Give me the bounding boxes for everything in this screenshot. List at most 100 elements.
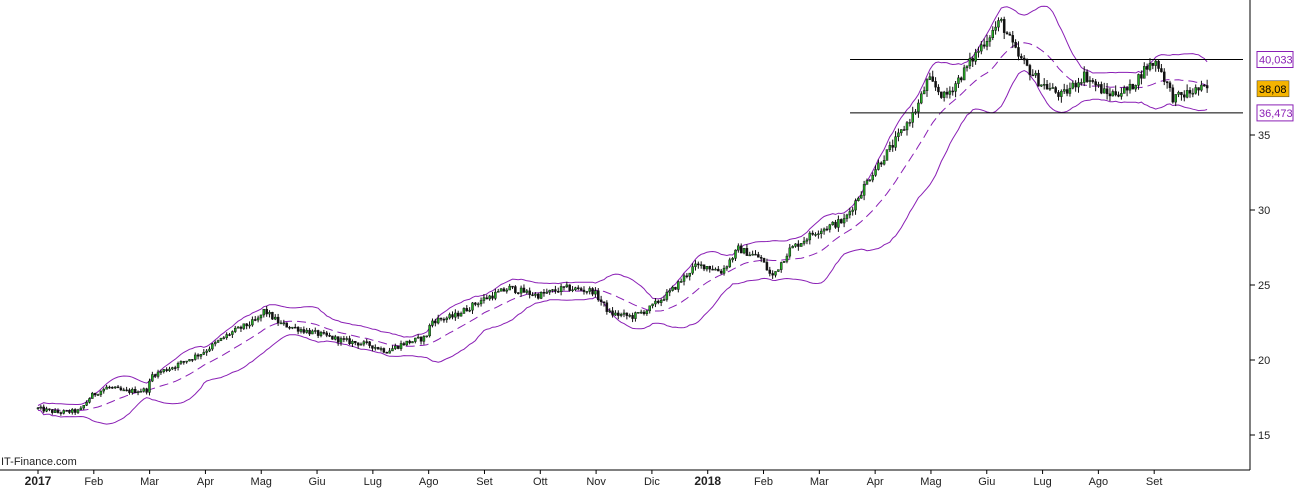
candle — [862, 180, 866, 201]
candle-body — [1145, 66, 1149, 70]
candle-body — [891, 145, 894, 148]
candle — [848, 207, 852, 219]
candle — [519, 285, 523, 297]
candle-body — [617, 312, 620, 316]
candle — [462, 307, 466, 314]
candle — [36, 407, 40, 410]
candle — [365, 338, 368, 345]
candle-body — [1042, 84, 1046, 86]
candle — [828, 223, 832, 233]
candle — [822, 227, 826, 235]
x-tick-label: Giu — [308, 476, 325, 488]
last-price-text: 38,08 — [1259, 84, 1287, 96]
candle — [759, 255, 763, 263]
candle — [482, 293, 486, 304]
candle — [1097, 81, 1100, 88]
candle — [977, 46, 980, 58]
candle-body — [508, 285, 511, 291]
candle-body — [1094, 81, 1097, 86]
candle — [748, 251, 752, 257]
candle — [125, 386, 128, 392]
candle — [625, 312, 629, 320]
candle — [213, 340, 217, 347]
candle — [405, 340, 409, 346]
candle-body — [122, 389, 126, 392]
candle-body — [920, 93, 923, 104]
candle — [219, 337, 223, 342]
candle-body — [119, 387, 123, 391]
candle-body — [402, 343, 406, 346]
candle-body — [368, 341, 371, 346]
candle — [602, 301, 606, 307]
candle-body — [76, 409, 80, 413]
candle-body — [236, 326, 240, 329]
candle — [571, 286, 574, 293]
candle-body — [785, 255, 789, 262]
candle — [468, 307, 471, 313]
x-tick-label: 2018 — [694, 474, 721, 488]
candle — [1143, 62, 1146, 79]
candle-body — [619, 313, 623, 316]
candle — [434, 318, 437, 327]
candle — [148, 378, 151, 396]
candle — [791, 245, 794, 249]
candle-body — [311, 330, 314, 335]
candle — [171, 366, 174, 371]
candle-body — [448, 314, 451, 319]
candle — [348, 335, 351, 346]
candle-body — [291, 326, 294, 329]
candle — [131, 387, 134, 395]
x-tick-label: Ago — [419, 476, 439, 488]
candle-body — [1125, 87, 1129, 91]
candle-body — [622, 312, 626, 315]
candle-body — [697, 263, 700, 266]
y-tick-label: 30 — [1258, 205, 1270, 217]
candle — [797, 240, 800, 251]
candle-body — [725, 266, 729, 269]
candle-body — [674, 286, 677, 290]
candle-body — [817, 233, 820, 235]
candle-body — [359, 343, 363, 346]
candle — [1048, 82, 1052, 91]
watermark-text: IT-Finance.com — [1, 456, 77, 468]
candle — [1008, 31, 1012, 36]
candle — [294, 323, 297, 329]
candle-body — [1128, 83, 1132, 91]
candle — [408, 339, 411, 345]
candle — [745, 244, 749, 256]
candle-body — [702, 264, 706, 270]
candle-body — [1114, 91, 1117, 96]
candle-body — [182, 361, 186, 363]
candle — [42, 404, 45, 414]
bollinger-lower-band — [37, 70, 1208, 425]
candle-body — [634, 312, 637, 319]
candle — [562, 286, 566, 291]
candle — [1120, 87, 1123, 100]
candle — [574, 286, 577, 291]
candle — [539, 291, 543, 300]
candle-body — [980, 44, 983, 52]
candle — [228, 332, 231, 337]
candle-body — [594, 290, 597, 295]
candle — [1071, 80, 1075, 90]
bollinger-upper-band — [37, 5, 1208, 406]
candle-body — [496, 291, 500, 293]
candle-body — [482, 297, 486, 301]
candle — [276, 313, 280, 326]
candle-body — [1165, 81, 1169, 84]
x-tick-label: Nov — [586, 476, 606, 488]
candle-body — [416, 336, 420, 339]
candle-body — [845, 214, 849, 219]
candle — [682, 273, 686, 286]
candle-body — [1194, 87, 1197, 94]
candle-body — [231, 331, 234, 335]
candle-body — [108, 386, 111, 389]
candle — [511, 285, 514, 290]
candle — [271, 311, 274, 320]
candle — [808, 231, 812, 245]
candle-body — [1022, 57, 1026, 61]
candle — [419, 336, 423, 345]
candle — [431, 318, 434, 328]
candle-body — [428, 325, 431, 337]
candle — [902, 125, 906, 131]
